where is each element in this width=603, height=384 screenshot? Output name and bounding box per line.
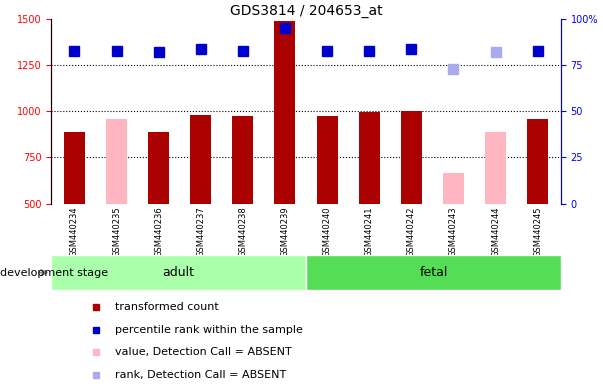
Bar <box>232 116 253 204</box>
Text: GSM440239: GSM440239 <box>280 206 289 257</box>
Text: fetal: fetal <box>419 266 447 279</box>
Bar <box>443 173 464 204</box>
Text: percentile rank within the sample: percentile rank within the sample <box>115 325 303 335</box>
Text: GSM440240: GSM440240 <box>323 206 332 257</box>
Title: GDS3814 / 204653_at: GDS3814 / 204653_at <box>230 4 382 18</box>
Text: GSM440234: GSM440234 <box>70 206 79 257</box>
Bar <box>190 115 211 204</box>
Bar <box>527 119 548 204</box>
Bar <box>51 255 306 290</box>
Text: GSM440236: GSM440236 <box>154 206 163 257</box>
Bar <box>359 112 380 204</box>
Text: GSM440244: GSM440244 <box>491 206 500 257</box>
Bar <box>401 111 422 204</box>
Bar <box>306 255 561 290</box>
Bar <box>485 132 506 204</box>
Text: value, Detection Call = ABSENT: value, Detection Call = ABSENT <box>115 348 291 358</box>
Text: GSM440245: GSM440245 <box>533 206 542 257</box>
Text: GSM440241: GSM440241 <box>365 206 374 257</box>
Bar <box>106 119 127 204</box>
Bar <box>148 132 169 204</box>
Bar <box>317 116 338 204</box>
Bar <box>274 21 295 204</box>
Text: GSM440235: GSM440235 <box>112 206 121 257</box>
Text: GSM440237: GSM440237 <box>196 206 205 257</box>
Text: GSM440238: GSM440238 <box>238 206 247 257</box>
Text: adult: adult <box>163 266 195 279</box>
Text: rank, Detection Call = ABSENT: rank, Detection Call = ABSENT <box>115 370 286 380</box>
Text: GSM440242: GSM440242 <box>407 206 416 257</box>
Text: GSM440243: GSM440243 <box>449 206 458 257</box>
Bar <box>64 132 85 204</box>
Text: development stage: development stage <box>0 268 108 278</box>
Text: transformed count: transformed count <box>115 302 218 312</box>
